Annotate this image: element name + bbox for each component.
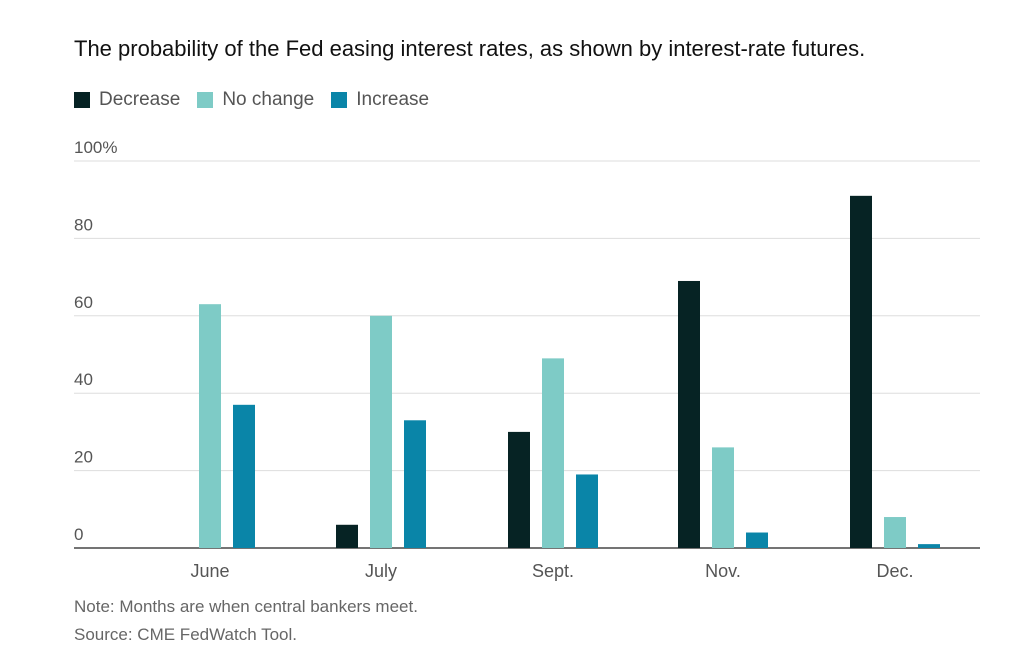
bar-increase [233,404,255,548]
bar-no-change [542,358,564,548]
x-tick-label: July [365,561,397,581]
x-tick-label: Sept. [532,561,574,581]
legend-item-increase: Increase [331,89,429,111]
bar-increase [918,544,940,548]
bar-no-change [884,517,906,548]
legend: Decrease No change Increase [74,89,446,111]
y-tick-label: 40 [74,370,93,389]
bar-decrease [508,431,530,548]
bar-decrease [850,195,872,548]
legend-swatch-decrease [74,92,90,108]
x-tick-label: Nov. [705,561,741,581]
y-tick-label: 20 [74,448,93,467]
legend-item-no-change: No change [197,89,314,111]
y-tick-label: 60 [74,293,93,312]
source-text: Source: CME FedWatch Tool. [74,625,297,644]
y-tick-label: 0 [74,525,83,544]
bar-no-change [199,304,221,548]
legend-item-decrease: Decrease [74,89,180,111]
bar-increase [576,474,598,548]
bar-decrease [336,524,358,548]
legend-label-decrease: Decrease [99,89,181,110]
bar-no-change [370,315,392,548]
x-tick-label: June [190,561,229,581]
x-tick-label: Dec. [876,561,913,581]
y-tick-label: 100% [74,138,117,157]
legend-label-no-change: No change [222,89,315,110]
legend-label-increase: Increase [356,89,430,110]
legend-swatch-no-change [197,92,214,108]
legend-swatch-increase [331,92,348,108]
bar-increase [404,420,426,548]
y-tick-label: 80 [74,215,93,234]
chart-notes: Note: Months are when central bankers me… [74,593,418,649]
note-text: Note: Months are when central bankers me… [74,597,418,616]
bar-no-change [712,447,734,548]
bar-decrease [678,280,700,548]
bar-increase [746,532,768,548]
chart-title: The probability of the Fed easing intere… [74,36,866,61]
